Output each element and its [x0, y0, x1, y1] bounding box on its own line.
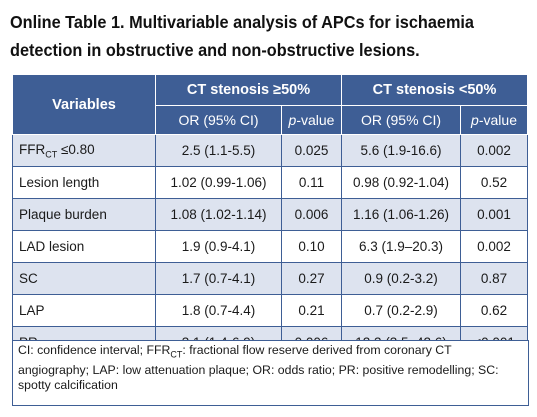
- header-group-stenosis-lt50: CT stenosis <50%: [341, 74, 529, 106]
- variable-cell: LAP: [12, 294, 156, 327]
- results-table: Variables CT stenosis ≥50% CT stenosis <…: [12, 74, 529, 359]
- or-cell: 0.98 (0.92-1.04): [341, 166, 462, 199]
- p-cell: 0.52: [460, 166, 529, 199]
- or-cell: 0.7 (0.2-2.9): [341, 294, 462, 327]
- or-cell: 1.7 (0.7-4.1): [155, 262, 282, 295]
- header-p-value: p-value: [460, 105, 529, 135]
- or-cell: 1.8 (0.7-4.4): [155, 294, 282, 327]
- variable-cell: SC: [12, 262, 156, 295]
- or-cell: 1.16 (1.06-1.26): [341, 198, 462, 231]
- p-cell: 0.002: [460, 230, 529, 263]
- p-cell: 0.002: [460, 134, 529, 167]
- p-cell: 0.001: [460, 198, 529, 231]
- p-cell: 0.87: [460, 262, 529, 295]
- header-p-value: p-value: [280, 105, 343, 135]
- p-cell: 0.11: [280, 166, 343, 199]
- table-row: Lesion length 1.02 (0.99-1.06) 0.11 0.98…: [12, 166, 529, 199]
- table-row: Plaque burden 1.08 (1.02-1.14) 0.006 1.1…: [12, 198, 529, 231]
- variable-cell: Plaque burden: [12, 198, 156, 231]
- header-or-ci: OR (95% CI): [155, 105, 282, 135]
- table-row: LAP 1.8 (0.7-4.4) 0.21 0.7 (0.2-2.9) 0.6…: [12, 294, 529, 327]
- variable-cell: Lesion length: [12, 166, 156, 199]
- or-cell: 2.5 (1.1-5.5): [155, 134, 282, 167]
- table-row: FFRCT ≤0.80 2.5 (1.1-5.5) 0.025 5.6 (1.9…: [12, 134, 529, 167]
- or-cell: 0.9 (0.2-3.2): [341, 262, 462, 295]
- variable-cell: LAD lesion: [12, 230, 156, 263]
- table-row: SC 1.7 (0.7-4.1) 0.27 0.9 (0.2-3.2) 0.87: [12, 262, 529, 295]
- p-cell: 0.21: [280, 294, 343, 327]
- p-cell: 0.62: [460, 294, 529, 327]
- or-cell: 5.6 (1.9-16.6): [341, 134, 462, 167]
- table-row: LAD lesion 1.9 (0.9-4.1) 0.10 6.3 (1.9–2…: [12, 230, 529, 263]
- header-group-stenosis-ge50: CT stenosis ≥50%: [154, 74, 343, 106]
- table-footnote: CI: confidence interval; FFRCT: fraction…: [12, 340, 529, 406]
- or-cell: 1.02 (0.99-1.06): [155, 166, 282, 199]
- header-or-ci: OR (95% CI): [341, 105, 462, 135]
- or-cell: 1.9 (0.9-4.1): [155, 230, 282, 263]
- or-cell: 6.3 (1.9–20.3): [341, 230, 462, 263]
- or-cell: 1.08 (1.02-1.14): [155, 198, 282, 231]
- p-cell: 0.025: [280, 134, 343, 167]
- p-cell: 0.006: [280, 198, 343, 231]
- p-cell: 0.10: [280, 230, 343, 263]
- header-variables: Variables: [12, 74, 156, 135]
- variable-cell: FFRCT ≤0.80: [12, 134, 156, 167]
- table-title: Online Table 1. Multivariable analysis o…: [10, 12, 474, 60]
- p-cell: 0.27: [280, 262, 343, 295]
